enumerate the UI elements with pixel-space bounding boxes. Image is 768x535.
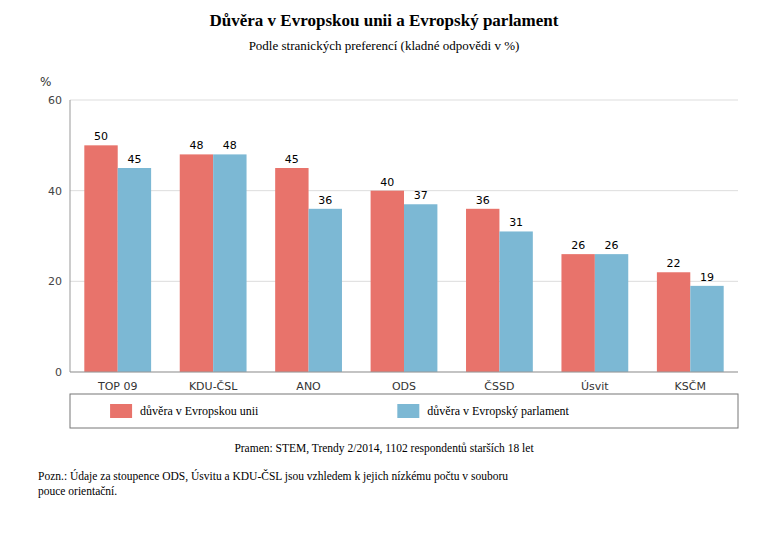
data-label: 31: [509, 216, 523, 229]
text-line: Pramen: STEM, Trendy 2/2014, 1102 respon…: [234, 442, 534, 455]
subtitle: Podle stranických preferencí (kladné odp…: [249, 38, 520, 53]
bar: [595, 254, 628, 372]
legend-swatch: [397, 404, 419, 418]
bar: [657, 272, 690, 372]
bar: [371, 191, 404, 372]
footnote: Pozn.: Údaje za stoupence ODS, Úsvitu a …: [38, 469, 508, 498]
data-label: 48: [189, 139, 203, 152]
grid-line: [70, 100, 738, 101]
bar: [466, 209, 499, 372]
bar: [118, 168, 151, 372]
data-label: 19: [700, 271, 714, 284]
text-line: Pozn.: Údaje za stoupence ODS, Úsvitu a …: [38, 469, 508, 483]
y-axis: [70, 100, 71, 372]
y-tick-label: 40: [48, 185, 62, 198]
bar: [84, 145, 117, 372]
text-line: pouce orientační.: [38, 485, 117, 498]
data-label: 36: [476, 194, 490, 207]
legend-entry: důvěra v Evropskou unii: [140, 404, 259, 418]
bar: [561, 254, 594, 372]
chart: Důvěra v Evropskou unii a Evropský parla…: [0, 0, 768, 535]
y-tick-label: 0: [55, 366, 62, 379]
source-note: Pramen: STEM, Trendy 2/2014, 1102 respon…: [234, 442, 534, 455]
data-label: 40: [380, 176, 394, 189]
data-label: 22: [667, 257, 681, 270]
y-axis-label: %: [40, 75, 51, 89]
bar: [309, 209, 342, 372]
data-label: 26: [605, 239, 619, 252]
legend-swatch: [110, 404, 132, 418]
chart-container: Důvěra v Evropskou unii a Evropský parla…: [0, 0, 768, 535]
bar: [499, 231, 532, 372]
data-label: 45: [285, 153, 299, 166]
x-tick-label: KSČM: [675, 380, 706, 393]
data-label: 37: [414, 189, 428, 202]
bars: [84, 145, 723, 372]
bar: [275, 168, 308, 372]
x-tick-label: ANO: [296, 380, 321, 393]
y-tick-label: 60: [48, 94, 62, 107]
data-label: 50: [94, 130, 108, 143]
bar: [180, 154, 213, 372]
data-label: 48: [223, 139, 237, 152]
x-tick-label: Úsvit: [581, 380, 609, 393]
bar: [690, 286, 723, 372]
legend-entry: důvěra v Evropský parlament: [427, 404, 569, 418]
x-tick-label: ODS: [392, 380, 416, 393]
x-tick-label: KDU-ČSL: [189, 380, 238, 393]
grid-line: [70, 372, 738, 373]
bar: [213, 154, 246, 372]
title: Důvěra v Evropskou unii a Evropský parla…: [210, 11, 559, 30]
x-tick-label: ČSSD: [484, 380, 514, 393]
y-tick-label: 20: [48, 275, 62, 288]
legend-box: [70, 394, 738, 428]
bar: [404, 204, 437, 372]
x-tick-label: TOP 09: [97, 380, 138, 393]
data-label: 36: [318, 194, 332, 207]
data-label: 26: [571, 239, 585, 252]
x-axis: [70, 372, 738, 373]
data-label: 45: [127, 153, 141, 166]
